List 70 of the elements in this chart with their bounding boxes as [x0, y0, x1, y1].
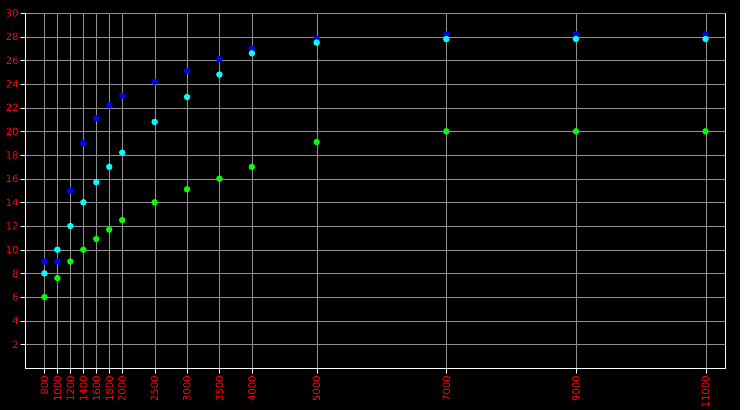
- y-tick-label: 26: [6, 56, 18, 67]
- point: [93, 115, 100, 122]
- y-tick-label: 16: [6, 174, 18, 186]
- point: [80, 140, 86, 146]
- point: [572, 128, 580, 134]
- point: [106, 102, 112, 108]
- point: [106, 164, 112, 170]
- point: [443, 128, 450, 134]
- x-tick-label: 2000: [118, 376, 129, 401]
- y-tick-label: 20: [6, 126, 18, 138]
- point: [184, 94, 190, 100]
- point: [248, 50, 256, 56]
- y-tick-label: 6: [12, 292, 18, 304]
- x-tick-label: 1000: [52, 376, 64, 401]
- point: [67, 258, 74, 265]
- point: [67, 222, 74, 230]
- point: [702, 128, 709, 134]
- y-tick-label: 4: [12, 316, 18, 328]
- y-tick-label: 14: [6, 198, 18, 209]
- y-tick-label: 24: [6, 80, 18, 90]
- y-tick-label: 12: [6, 222, 18, 232]
- point: [151, 199, 158, 206]
- point: [572, 36, 580, 42]
- point: [80, 246, 86, 253]
- x-tick-label: 11000: [701, 376, 712, 408]
- point: [41, 258, 48, 265]
- x-tick-label: 9000: [571, 376, 582, 401]
- x-tick-label: 4000: [247, 376, 258, 401]
- x-tick-label: 1600: [92, 376, 103, 401]
- x-tick-label: 800: [40, 376, 51, 395]
- y-tick-label: 22: [6, 103, 18, 114]
- point: [151, 118, 158, 126]
- x-tick-label: 3000: [182, 376, 194, 401]
- x-tick-label: 2500: [150, 376, 162, 401]
- y-tick-label: 28: [6, 32, 18, 44]
- point: [67, 187, 74, 194]
- x-tick-label: 1200: [66, 376, 77, 401]
- y-tick-label: 18: [6, 150, 18, 162]
- point: [106, 226, 112, 233]
- x-tick-label: 3500: [214, 376, 226, 401]
- x-tick-label: 1800: [104, 376, 116, 401]
- y-tick-label: 2: [12, 340, 18, 351]
- point: [119, 92, 126, 99]
- x-tick-label: 5000: [312, 376, 324, 401]
- y-tick-label: 30: [6, 8, 18, 20]
- point: [41, 270, 48, 276]
- point: [216, 71, 223, 78]
- point: [216, 56, 223, 62]
- y-tick-label: 8: [12, 268, 18, 280]
- point: [80, 199, 86, 206]
- point: [151, 78, 158, 85]
- point: [93, 179, 100, 186]
- x-tick-label: 1400: [78, 376, 90, 401]
- point: [41, 294, 48, 300]
- y-tick-label: 10: [6, 245, 18, 256]
- point: [54, 246, 61, 253]
- point: [54, 258, 61, 265]
- point: [184, 68, 190, 74]
- point: [93, 236, 100, 242]
- point: [184, 186, 190, 192]
- point: [119, 149, 126, 156]
- point: [216, 176, 223, 182]
- point: [54, 274, 61, 282]
- point: [119, 216, 126, 224]
- point: [702, 36, 709, 42]
- point: [248, 164, 256, 170]
- point: [443, 36, 450, 42]
- point: [314, 138, 320, 146]
- x-tick-label: 7000: [442, 376, 453, 401]
- point: [314, 39, 320, 46]
